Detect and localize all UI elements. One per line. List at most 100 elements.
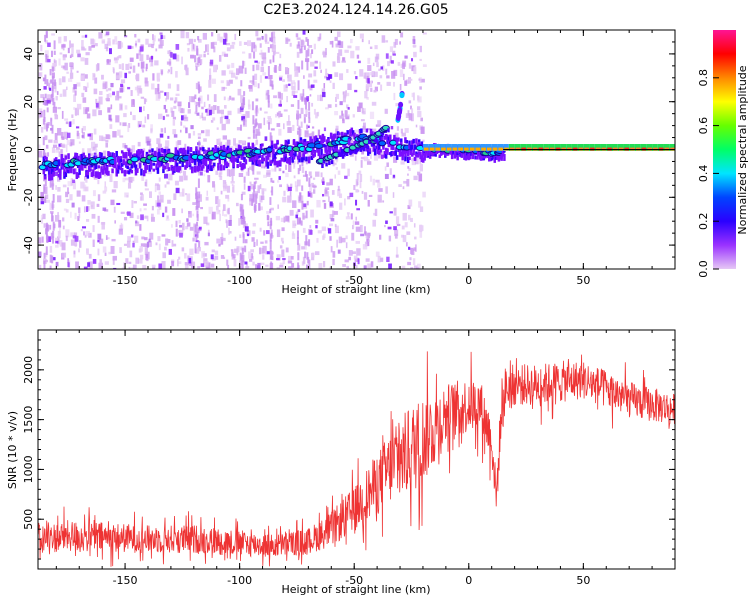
noise-speck (134, 221, 140, 227)
noise-speck (419, 58, 422, 61)
noise-speck (336, 158, 338, 163)
noise-speck (148, 240, 152, 247)
noise-speck (66, 268, 71, 269)
track-cell (217, 162, 220, 169)
noise-speck (229, 95, 232, 100)
track-cell (217, 165, 220, 171)
noise-speck (313, 79, 318, 83)
noise-streak (305, 210, 308, 219)
noise-speck (335, 128, 339, 137)
track-cell (474, 155, 477, 160)
noise-speck (129, 46, 134, 49)
noise-speck (135, 257, 139, 264)
carrier-band (606, 144, 612, 152)
noise-speck (422, 191, 426, 198)
noise-streak (306, 124, 309, 130)
track-cell (178, 160, 182, 164)
noise-speck (260, 66, 265, 73)
noise-speck (247, 99, 251, 107)
noise-speck (140, 192, 143, 196)
track-cell (222, 144, 226, 151)
noise-speck (231, 183, 234, 187)
noise-speck (74, 212, 77, 220)
noise-speck (101, 40, 105, 44)
noise-speck (386, 162, 389, 167)
carrier-core (475, 147, 481, 151)
noise-speck-strong (132, 242, 135, 248)
noise-speck (38, 237, 42, 244)
noise-speck (274, 65, 277, 73)
noise-speck (384, 108, 388, 114)
noise-speck (184, 193, 188, 196)
noise-speck (250, 253, 254, 259)
second-track-cell (343, 152, 346, 157)
noise-speck (238, 65, 244, 74)
noise-speck (39, 63, 43, 71)
noise-speck (257, 123, 262, 129)
noise-speck (139, 254, 144, 260)
noise-speck (324, 189, 328, 197)
noise-speck (113, 206, 116, 213)
noise-speck (90, 201, 95, 210)
track-cell (470, 152, 473, 156)
noise-speck (150, 216, 155, 222)
track-cell (228, 147, 231, 154)
track-cell (323, 136, 326, 142)
noise-speck-strong (295, 214, 298, 219)
noise-speck (194, 111, 198, 115)
noise-speck-strong (40, 201, 45, 205)
noise-speck (189, 256, 193, 263)
noise-speck-strong (384, 173, 389, 180)
noise-speck (345, 114, 350, 117)
noise-streak (300, 220, 303, 226)
track-cell (93, 164, 96, 170)
track-cell (156, 158, 160, 165)
noise-speck (179, 191, 184, 197)
noise-speck (378, 188, 383, 192)
track-cell (284, 139, 288, 147)
noise-speck (137, 89, 140, 96)
noise-streak (270, 255, 273, 260)
noise-speck (210, 263, 215, 268)
noise-speck (169, 97, 174, 101)
noise-speck (127, 236, 131, 242)
noise-speck (144, 188, 149, 191)
figure-title: C2E3.2024.124.14.26.G05 (263, 2, 448, 18)
noise-speck (55, 185, 58, 190)
noise-speck (216, 238, 221, 244)
track-cell (241, 162, 245, 170)
noise-speck (329, 80, 332, 83)
noise-speck (84, 109, 88, 115)
noise-streak (306, 38, 309, 46)
noise-streak (252, 64, 255, 72)
noise-streak (267, 221, 270, 227)
track-cell (49, 174, 52, 181)
noise-speck (221, 123, 226, 131)
noise-speck (400, 234, 404, 238)
noise-speck (226, 259, 229, 266)
noise-speck (379, 75, 383, 79)
noise-speck (214, 250, 219, 255)
y-tick-label: 40 (22, 47, 35, 61)
noise-speck (65, 121, 69, 125)
noise-speck (374, 45, 378, 50)
noise-streak (251, 198, 254, 206)
noise-streak (305, 100, 308, 110)
noise-speck (192, 213, 195, 217)
track-cell (101, 168, 105, 175)
noise-streak (197, 178, 200, 188)
noise-speck (294, 70, 299, 77)
noise-speck (154, 87, 160, 95)
noise-speck-strong (173, 134, 178, 138)
track-cell (411, 140, 414, 146)
noise-speck (143, 203, 147, 206)
noise-speck (403, 73, 405, 81)
noise-speck (419, 163, 423, 172)
track-cell (200, 166, 204, 171)
noise-speck (404, 222, 408, 228)
noise-speck (300, 40, 305, 45)
noise-speck (143, 98, 146, 105)
track-cell (75, 172, 79, 180)
noise-speck-strong (363, 265, 367, 269)
noise-streak (269, 59, 272, 64)
